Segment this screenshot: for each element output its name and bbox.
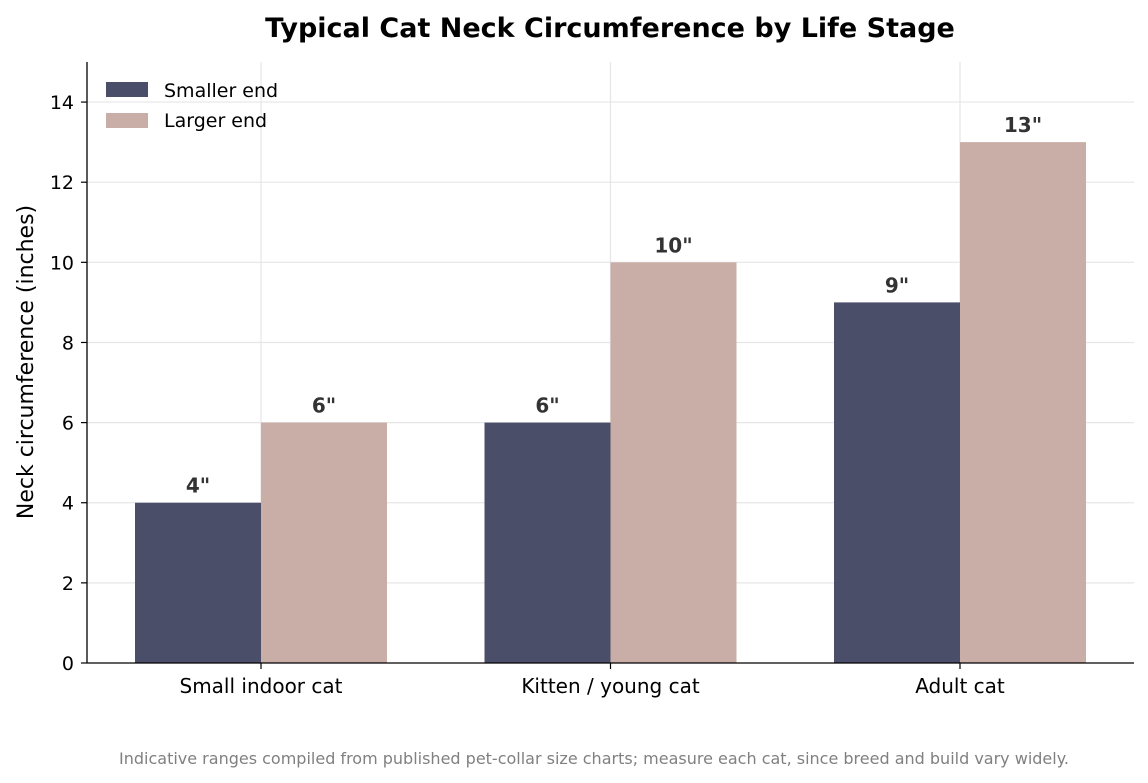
y-tick-label: 14 [50,92,74,114]
legend-swatch-smaller-end [106,82,148,97]
y-tick-label: 6 [62,413,74,435]
x-tick-label: Adult cat [915,674,1005,698]
y-tick-label: 0 [62,653,74,675]
legend: Smaller end Larger end [106,80,278,132]
bars [135,142,1086,664]
bar-smaller-end [135,502,261,663]
legend-label-smaller-end: Smaller end [164,80,278,102]
y-tick-label: 2 [62,573,74,595]
footnote: Indicative ranges compiled from publishe… [119,749,1069,768]
y-tick-label: 8 [62,332,74,354]
x-tick-label: Small indoor cat [180,674,343,698]
data-label-larger-end: 13" [1004,113,1042,137]
data-label-smaller-end: 4" [186,474,210,498]
legend-label-larger-end: Larger end [164,110,267,132]
chart-title: Typical Cat Neck Circumference by Life S… [265,13,955,44]
data-label-larger-end: 6" [312,394,336,418]
bar-larger-end [960,142,1086,664]
data-label-larger-end: 10" [654,233,692,257]
y-tick-label: 12 [50,172,74,194]
data-labels: 4" 6" 9" 6" 10" 13" [186,113,1042,498]
y-axis-label: Neck circumference (inches) [14,205,39,519]
y-tick-label: 4 [62,493,74,515]
y-ticks: 0 2 4 6 8 10 12 14 [50,92,87,675]
bar-smaller-end [834,302,960,663]
data-label-smaller-end: 9" [885,273,909,297]
data-label-smaller-end: 6" [535,394,559,418]
legend-swatch-larger-end [106,113,148,128]
bar-smaller-end [484,422,611,663]
x-tick-label: Kitten / young cat [521,674,700,698]
y-tick-label: 10 [50,252,74,274]
bar-larger-end [261,422,387,663]
x-ticks: Small indoor cat Kitten / young cat Adult … [180,663,1005,698]
bar-larger-end [610,262,737,663]
